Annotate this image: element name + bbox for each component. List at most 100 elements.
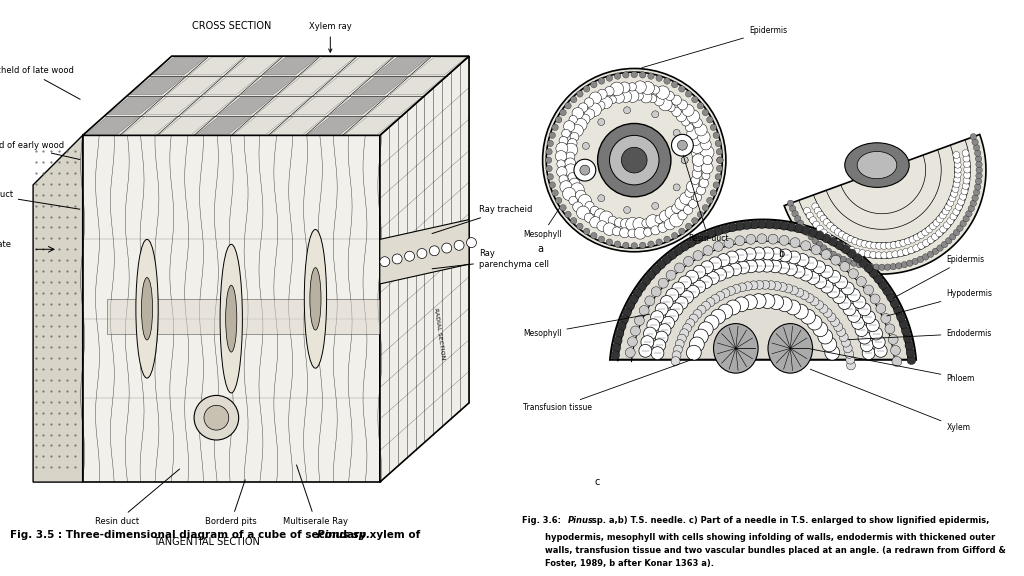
Circle shape xyxy=(672,233,678,239)
Circle shape xyxy=(577,206,590,219)
Circle shape xyxy=(784,263,798,276)
Circle shape xyxy=(692,154,705,166)
Circle shape xyxy=(590,206,599,215)
Ellipse shape xyxy=(714,324,758,373)
Circle shape xyxy=(926,226,933,233)
Circle shape xyxy=(651,287,662,297)
Circle shape xyxy=(975,178,982,184)
Circle shape xyxy=(697,305,706,314)
Circle shape xyxy=(945,204,951,211)
Circle shape xyxy=(912,245,920,252)
Polygon shape xyxy=(784,134,986,274)
Circle shape xyxy=(807,272,819,285)
Circle shape xyxy=(830,317,840,327)
Circle shape xyxy=(820,215,827,222)
Circle shape xyxy=(932,248,939,255)
Circle shape xyxy=(564,164,578,177)
Polygon shape xyxy=(181,97,237,115)
Circle shape xyxy=(779,236,790,245)
Circle shape xyxy=(670,303,683,316)
Circle shape xyxy=(840,333,848,342)
Circle shape xyxy=(679,228,685,234)
Circle shape xyxy=(584,109,595,119)
Circle shape xyxy=(922,229,929,236)
Circle shape xyxy=(853,253,862,263)
Circle shape xyxy=(610,82,624,96)
Text: walls, transfusion tissue and two vascular bundles placed at an angle. (a redraw: walls, transfusion tissue and two vascul… xyxy=(522,546,1006,555)
Circle shape xyxy=(777,297,793,312)
Circle shape xyxy=(682,118,690,126)
Circle shape xyxy=(849,269,858,279)
Circle shape xyxy=(683,205,693,214)
Circle shape xyxy=(963,183,969,190)
Circle shape xyxy=(811,245,821,255)
Circle shape xyxy=(702,156,713,165)
Circle shape xyxy=(674,345,682,354)
Circle shape xyxy=(809,217,816,223)
Polygon shape xyxy=(375,57,429,75)
Circle shape xyxy=(937,245,943,251)
Circle shape xyxy=(658,97,672,111)
Circle shape xyxy=(591,233,597,239)
Circle shape xyxy=(794,224,803,233)
Circle shape xyxy=(743,248,756,260)
Circle shape xyxy=(835,229,842,236)
Circle shape xyxy=(975,156,982,162)
Circle shape xyxy=(976,161,982,168)
Polygon shape xyxy=(152,57,207,75)
Circle shape xyxy=(642,219,650,228)
Circle shape xyxy=(892,251,899,258)
Polygon shape xyxy=(271,116,326,134)
Circle shape xyxy=(639,344,652,357)
Circle shape xyxy=(557,166,567,177)
Circle shape xyxy=(736,261,750,274)
Circle shape xyxy=(964,172,971,179)
Circle shape xyxy=(644,228,652,236)
Circle shape xyxy=(843,303,856,316)
Circle shape xyxy=(798,220,804,227)
Circle shape xyxy=(869,269,879,278)
Circle shape xyxy=(822,337,837,352)
Circle shape xyxy=(564,158,575,169)
Circle shape xyxy=(742,221,752,229)
Circle shape xyxy=(595,101,605,111)
Circle shape xyxy=(953,229,959,236)
Circle shape xyxy=(695,124,708,136)
Circle shape xyxy=(814,276,826,289)
Circle shape xyxy=(641,82,654,94)
Circle shape xyxy=(634,228,646,239)
Circle shape xyxy=(729,263,741,276)
Circle shape xyxy=(685,90,692,97)
Circle shape xyxy=(691,147,705,160)
Text: TANGENTIAL SECTION: TANGENTIAL SECTION xyxy=(153,537,260,547)
Circle shape xyxy=(717,149,723,155)
Circle shape xyxy=(873,264,880,270)
Circle shape xyxy=(552,190,558,196)
Circle shape xyxy=(902,248,909,255)
Circle shape xyxy=(715,140,722,147)
Circle shape xyxy=(693,309,701,319)
Circle shape xyxy=(820,229,827,236)
Circle shape xyxy=(881,252,888,259)
Circle shape xyxy=(600,96,612,108)
Circle shape xyxy=(913,234,921,241)
Circle shape xyxy=(890,299,899,308)
Circle shape xyxy=(563,121,574,132)
Circle shape xyxy=(570,183,585,196)
Circle shape xyxy=(590,217,601,228)
Circle shape xyxy=(860,339,873,352)
Circle shape xyxy=(823,219,830,226)
Circle shape xyxy=(693,329,709,344)
Circle shape xyxy=(658,324,671,336)
Circle shape xyxy=(651,347,664,359)
Ellipse shape xyxy=(857,151,897,179)
Circle shape xyxy=(897,313,905,321)
Circle shape xyxy=(918,256,924,263)
Circle shape xyxy=(552,124,558,131)
Circle shape xyxy=(906,348,915,357)
Circle shape xyxy=(673,130,680,137)
Text: Pinus sp.: Pinus sp. xyxy=(317,530,371,540)
Circle shape xyxy=(742,295,758,309)
Circle shape xyxy=(714,227,723,236)
Circle shape xyxy=(964,166,971,173)
